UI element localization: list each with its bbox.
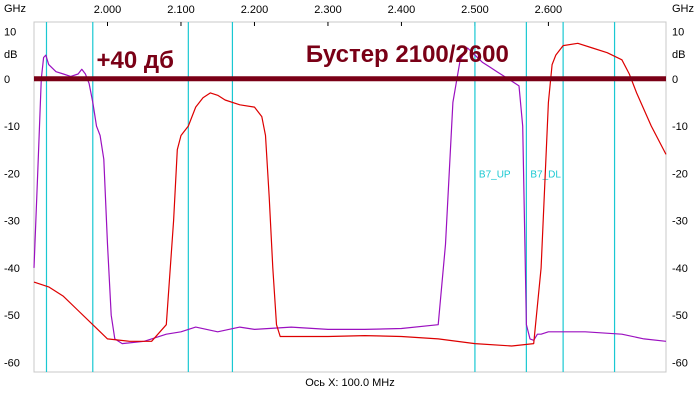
x-tick-label: 2.400: [388, 4, 416, 16]
marker-label: B7_UP: [479, 169, 511, 180]
x-tick-label: 2.300: [314, 4, 342, 16]
y-tick-label-right: -50: [672, 310, 688, 322]
y-unit-label: dB: [4, 49, 17, 61]
y-tick-label: -50: [4, 310, 20, 322]
y-tick-label-right: -60: [672, 358, 688, 370]
y-tick-label: -20: [4, 168, 20, 180]
series-line-1: [33, 47, 667, 345]
y-tick-label-right: 0: [672, 74, 678, 86]
plot-frame: [33, 21, 667, 373]
y-tick-label-right: -20: [672, 168, 688, 180]
y-tick-label: -30: [4, 216, 20, 228]
marker-label: B7_DL: [530, 169, 561, 180]
x-unit-label-right: GHz: [672, 3, 694, 15]
y-tick-label: -10: [4, 121, 20, 133]
annotation-2: Бустер 2100/2600: [306, 41, 509, 68]
y-tick-label: 10: [4, 26, 16, 38]
y-tick-label-right: -40: [672, 263, 688, 275]
series-line-2: [33, 42, 667, 347]
y-tick-label: 0: [4, 74, 10, 86]
x-tick-label: 2.100: [167, 4, 195, 16]
y-tick-label: -40: [4, 263, 20, 275]
y-tick-label-right: -10: [672, 121, 688, 133]
x-tick-label: 2.600: [535, 4, 563, 16]
y-tick-label-right: 10: [672, 26, 684, 38]
x-tick-label: 2.500: [461, 4, 489, 16]
y-tick-label-right: -30: [672, 216, 688, 228]
y-unit-label-right: dB: [672, 49, 685, 61]
x-axis-label: Ось X: 100.0 MHz: [305, 377, 394, 389]
x-tick-label: 2.000: [94, 4, 122, 16]
x-unit-label: GHz: [4, 3, 26, 15]
annotation-1: +40 дб: [96, 47, 173, 74]
x-tick-label: 2.200: [241, 4, 269, 16]
y-tick-label: -60: [4, 358, 20, 370]
